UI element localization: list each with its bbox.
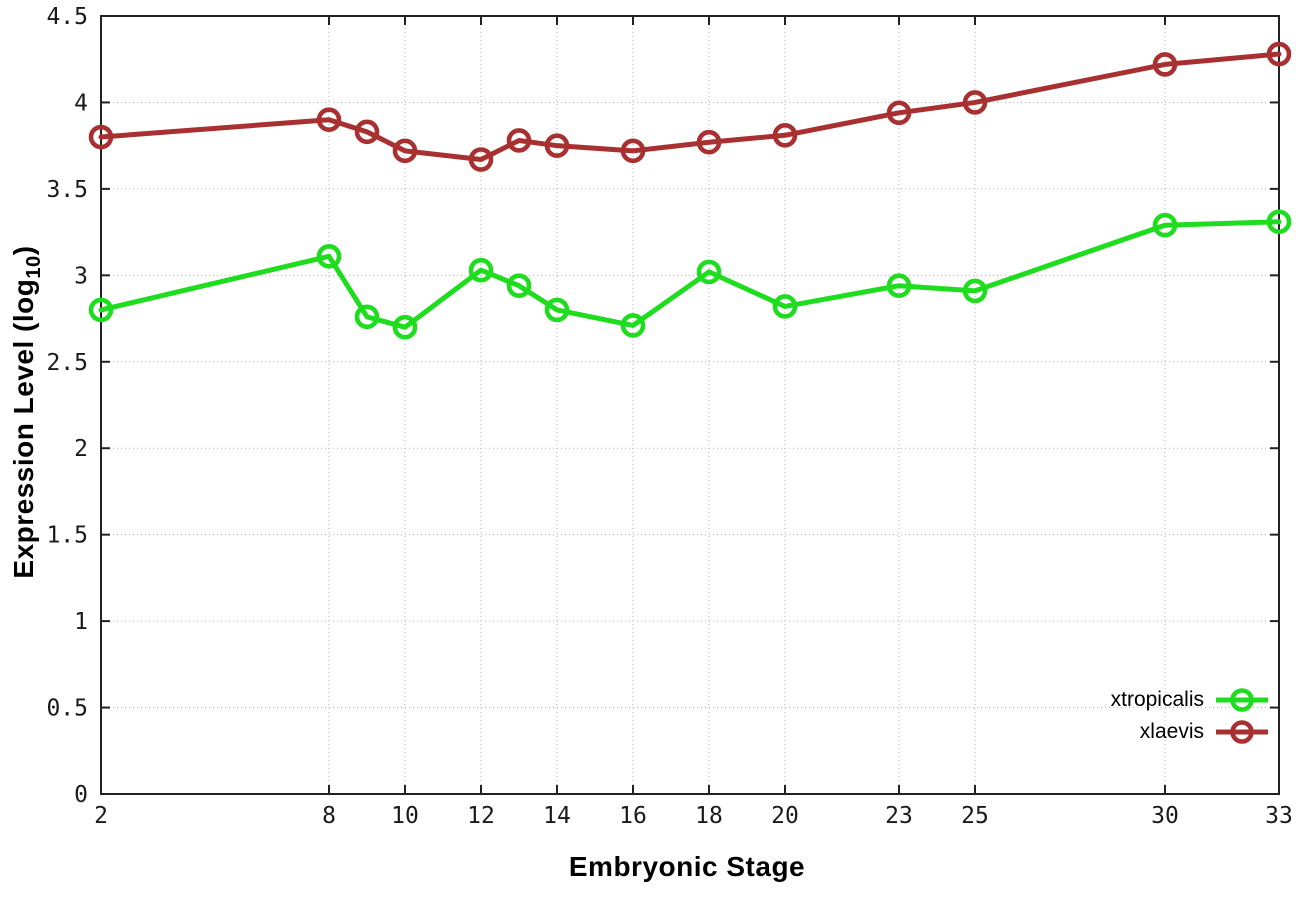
data-point (392, 314, 418, 340)
y-tick-label: 4 (74, 90, 88, 116)
legend-item-xtropicalis: xtropicalis (1111, 684, 1270, 716)
y-axis-title-close: ) (8, 245, 40, 256)
x-axis-title: Embryonic Stage (568, 851, 806, 882)
x-tick-label: 2 (94, 803, 108, 829)
legend-label-xtropicalis: xtropicalis (1110, 688, 1204, 711)
y-tick-labels: 0 0.5 1 1.5 2 2.5 3 3.5 4 4.5 (46, 4, 88, 808)
data-point (506, 128, 532, 153)
data-point (354, 119, 380, 145)
x-tick-label: 23 (885, 803, 913, 829)
data-point (772, 294, 798, 319)
x-tick-label: 30 (1151, 803, 1179, 829)
data-point (696, 259, 722, 285)
y-tick-label: 0.5 (46, 696, 88, 722)
x-tick-label: 18 (695, 803, 723, 829)
data-point (696, 129, 722, 155)
x-tick-labels: 2 8 10 12 14 16 18 20 23 25 30 33 (94, 803, 1293, 829)
plot-border (100, 15, 1280, 795)
data-point (1266, 41, 1292, 67)
data-point (886, 100, 912, 126)
y-tick-label: 1.5 (46, 523, 88, 549)
data-point (354, 304, 380, 330)
legend: xtropicalis xlaevis (1111, 684, 1270, 748)
y-axis-title: Expression Level (log10) (8, 245, 46, 578)
data-point (620, 138, 646, 164)
legend-label-xlaevis: xlaevis (1139, 720, 1204, 743)
gridlines (101, 16, 1279, 794)
x-tick-label: 33 (1265, 803, 1293, 829)
series-xtropicalis (88, 209, 1292, 340)
data-point (468, 257, 494, 283)
data-point (544, 297, 570, 323)
data-point (1152, 212, 1178, 238)
legend-marker-xtropicalis (1216, 688, 1268, 712)
data-point (468, 147, 494, 172)
tick-marks (100, 15, 1280, 795)
series-xlaevis (88, 41, 1292, 172)
legend-marker-xlaevis (1216, 720, 1268, 744)
x-tick-label: 14 (543, 803, 571, 829)
data-point (392, 138, 418, 164)
x-tick-label: 16 (619, 803, 647, 829)
data-point (506, 273, 532, 299)
y-tick-label: 2.5 (46, 350, 88, 376)
y-tick-label: 1 (74, 609, 88, 635)
data-point (620, 313, 646, 338)
y-tick-label: 3 (74, 263, 88, 289)
y-tick-label: 0 (74, 782, 88, 808)
data-point (88, 297, 114, 323)
y-axis-title-main: Expression Level (log (8, 278, 40, 579)
data-point (886, 273, 912, 299)
data-point (544, 133, 570, 158)
x-tick-label: 10 (391, 803, 419, 829)
legend-item-xlaevis: xlaevis (1140, 716, 1270, 748)
series-line-xtropicalis (98, 219, 1282, 330)
y-axis-title-subscript: 10 (22, 255, 45, 279)
y-tick-label: 3.5 (46, 177, 88, 203)
series-line-xlaevis (98, 51, 1282, 162)
y-tick-label: 2 (74, 436, 88, 462)
y-tick-label: 4.5 (46, 4, 88, 30)
data-point (962, 90, 988, 115)
x-tick-label: 8 (322, 803, 336, 829)
x-tick-label: 12 (467, 803, 495, 829)
x-tick-label: 25 (961, 803, 989, 829)
data-point (316, 244, 342, 269)
x-tick-label: 20 (771, 803, 799, 829)
data-point (88, 124, 114, 150)
data-point (316, 107, 342, 133)
data-point (1266, 209, 1292, 235)
data-point (772, 122, 798, 148)
data-point (1152, 52, 1178, 77)
data-point (962, 278, 988, 304)
